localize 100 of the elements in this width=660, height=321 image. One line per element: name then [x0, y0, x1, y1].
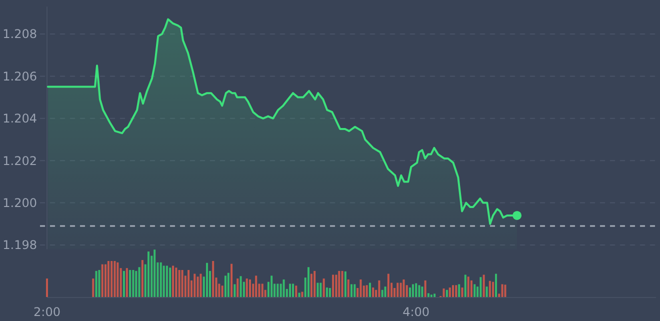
bar [114, 260, 116, 297]
bar [246, 278, 248, 297]
bar [467, 276, 470, 297]
bar [240, 276, 242, 297]
bar [400, 282, 402, 297]
bar [110, 260, 113, 297]
bar [261, 284, 264, 297]
bar [141, 260, 144, 297]
bar [461, 288, 464, 297]
bar [169, 268, 172, 297]
bar [368, 282, 371, 297]
bar [154, 250, 156, 297]
bar [335, 274, 338, 297]
bar [464, 274, 466, 297]
bar [384, 286, 386, 297]
y-tick-label: 1.202 [2, 154, 37, 168]
bar [501, 284, 504, 297]
bar [482, 274, 485, 297]
bar [372, 288, 374, 297]
bar [116, 262, 119, 297]
bar [166, 266, 168, 297]
bar [442, 288, 445, 297]
x-tick-label: 4:00 [402, 305, 430, 319]
bar [221, 286, 224, 297]
bar [172, 266, 174, 297]
bar [188, 270, 190, 297]
y-tick-label: 1.204 [2, 112, 37, 126]
bar [381, 290, 384, 297]
bar [427, 293, 430, 297]
bar [104, 264, 106, 297]
bar [298, 292, 300, 297]
bar [234, 284, 236, 297]
bar [415, 283, 418, 297]
bar [196, 276, 199, 297]
bar [402, 279, 405, 297]
bar [212, 260, 214, 297]
bar [332, 274, 334, 297]
bar [160, 262, 162, 297]
bar [135, 270, 138, 297]
bar [292, 284, 294, 297]
bar [122, 270, 125, 297]
bar [378, 280, 380, 297]
bar [412, 284, 414, 297]
x-tick-label: 2:00 [34, 305, 60, 319]
bar [148, 251, 150, 297]
bar [418, 285, 420, 297]
bar [341, 270, 344, 297]
bar [224, 276, 226, 297]
y-tick-label: 1.208 [2, 27, 37, 42]
bar [270, 276, 273, 297]
bar [488, 280, 491, 297]
bar [338, 270, 340, 297]
bar [448, 288, 451, 297]
bar [360, 279, 362, 297]
bar [350, 284, 352, 297]
bar [504, 284, 506, 297]
bar [194, 274, 196, 297]
bar [95, 270, 98, 297]
bar [434, 294, 436, 297]
bar [424, 280, 426, 297]
bar [301, 292, 304, 297]
bar [230, 264, 233, 297]
bar [200, 274, 202, 297]
bar [480, 277, 482, 297]
bar [409, 288, 411, 297]
bar [322, 278, 325, 297]
bar [289, 284, 292, 297]
bar [474, 284, 476, 297]
bar [470, 280, 472, 297]
bar [328, 288, 331, 297]
bar [347, 279, 350, 297]
bar [132, 270, 134, 297]
bar [162, 266, 165, 297]
bar [458, 284, 460, 297]
bar [126, 268, 128, 297]
bar [310, 274, 312, 297]
bar [46, 278, 48, 297]
bar [455, 285, 458, 297]
bar [320, 282, 322, 297]
bar [366, 285, 368, 297]
bar [178, 270, 180, 297]
bar [387, 274, 390, 297]
bar [138, 267, 140, 297]
bar [344, 271, 346, 297]
bar [316, 282, 319, 297]
bar [308, 267, 310, 297]
bar [354, 284, 356, 297]
bar [227, 272, 230, 297]
bar [486, 286, 488, 297]
bar [452, 285, 454, 297]
y-tick-label: 1.206 [2, 69, 37, 84]
bar [236, 278, 239, 297]
bar [101, 264, 104, 297]
bar [326, 288, 328, 297]
bar [421, 286, 424, 297]
bar [446, 290, 448, 297]
bar [129, 270, 132, 297]
y-tick-label: 1.198 [2, 238, 37, 252]
bar [276, 284, 279, 297]
bar [181, 270, 184, 297]
